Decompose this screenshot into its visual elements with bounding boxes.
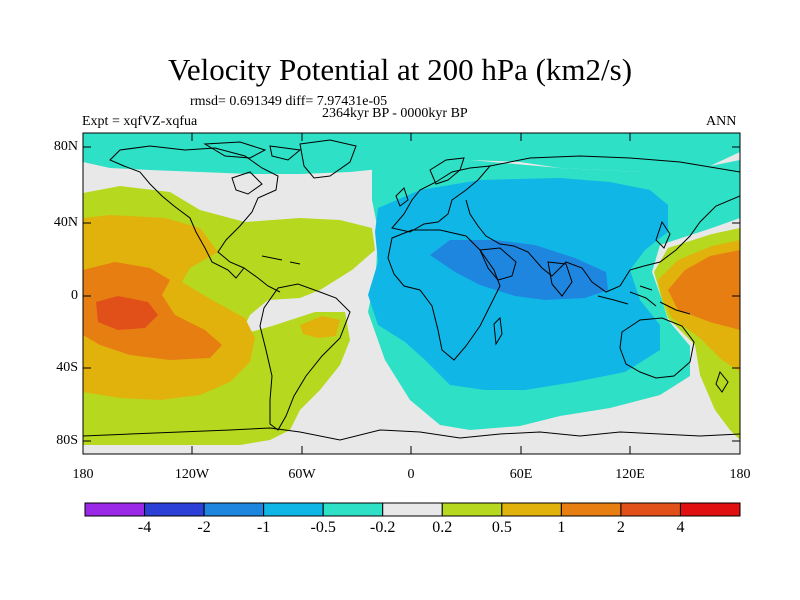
coastline-north-america bbox=[109, 145, 279, 279]
coastline-antarctica bbox=[83, 427, 740, 441]
lat-tick-label: 80N bbox=[53, 139, 78, 154]
colorbar-swatch bbox=[441, 502, 503, 517]
colorbar-swatch bbox=[501, 502, 562, 517]
colorbar-label: 4 bbox=[676, 519, 685, 536]
lat-tick-label: 40N bbox=[53, 215, 78, 230]
colorbar-label: -4 bbox=[137, 519, 152, 536]
contour-fill-layer bbox=[83, 133, 740, 454]
contour-darkorange-east bbox=[668, 250, 740, 330]
coastline-india bbox=[547, 261, 573, 297]
contour-cyan-north bbox=[83, 133, 740, 174]
colorbar-label: -0.5 bbox=[310, 519, 336, 536]
colorbar-swatch bbox=[620, 502, 681, 517]
coastline-caribbean bbox=[261, 255, 301, 265]
season-label: ANN bbox=[706, 114, 737, 129]
lon-tick-label: 0 bbox=[407, 467, 415, 482]
colorbar-swatch bbox=[322, 502, 384, 517]
colorbar-swatch bbox=[84, 502, 146, 517]
lat-tick-label: 40S bbox=[56, 360, 78, 375]
colorbar bbox=[84, 502, 741, 517]
contour-redorange-west bbox=[96, 296, 158, 330]
coastline-asia bbox=[465, 155, 740, 293]
coastline-japan bbox=[655, 220, 671, 249]
lon-tick-label: 60W bbox=[288, 467, 316, 482]
coastline-europe bbox=[391, 165, 492, 233]
coastline-british-isles bbox=[395, 187, 409, 207]
coastline-scandinavia bbox=[429, 157, 465, 185]
lon-tick-label: 60E bbox=[509, 467, 533, 482]
lon-tick-label: 180 bbox=[72, 467, 94, 482]
time-period-label: 2364kyr BP - 0000kyr BP bbox=[322, 106, 468, 121]
lon-tick-label: 120W bbox=[174, 467, 210, 482]
coastline-south-america bbox=[259, 283, 351, 431]
colorbar-label: -0.2 bbox=[370, 519, 396, 536]
colorbar-label: 1 bbox=[557, 519, 566, 536]
colorbar-swatch bbox=[203, 502, 265, 517]
coastline-arctic-islands bbox=[203, 141, 302, 161]
contour-orange-patch bbox=[300, 316, 340, 338]
coastline-madagascar bbox=[493, 316, 503, 346]
colorbar-swatch bbox=[144, 502, 205, 517]
lon-tick-label: 180 bbox=[729, 467, 751, 482]
coastlines bbox=[83, 139, 740, 441]
colorbar-label: 0.2 bbox=[432, 519, 453, 536]
lon-tick-label: 120E bbox=[615, 467, 645, 482]
coastline-indonesia bbox=[597, 285, 691, 315]
colorbar-label: 0.5 bbox=[491, 519, 512, 536]
colorbar-swatch bbox=[679, 502, 741, 517]
colorbar-swatch bbox=[560, 502, 622, 517]
coastline-new-zealand bbox=[715, 370, 729, 393]
axis-ticks bbox=[83, 133, 740, 454]
colorbar-label: -1 bbox=[256, 519, 271, 536]
chart-title: Velocity Potential at 200 hPa (km2/s) bbox=[167, 52, 633, 87]
coastline-greenland bbox=[299, 139, 357, 179]
colorbar-label: 2 bbox=[616, 519, 625, 536]
coastline-africa bbox=[387, 229, 501, 361]
coastline-arabia bbox=[479, 247, 517, 281]
coastline-central-america bbox=[243, 267, 281, 293]
colorbar-label: -2 bbox=[197, 519, 211, 536]
lat-tick-label: 80S bbox=[56, 433, 78, 448]
coastline-australia bbox=[619, 317, 695, 379]
experiment-label: Expt = xqfVZ-xqfua bbox=[82, 114, 198, 129]
colorbar-swatch bbox=[263, 502, 324, 517]
lat-tick-label: 0 bbox=[71, 288, 78, 303]
rmsd-diff-stats: rmsd= 0.691349 diff= 7.97431e-05 bbox=[190, 94, 388, 109]
colorbar-swatch bbox=[382, 502, 443, 517]
coastline-hudson bbox=[231, 171, 263, 195]
contour-blue-core bbox=[430, 240, 608, 300]
